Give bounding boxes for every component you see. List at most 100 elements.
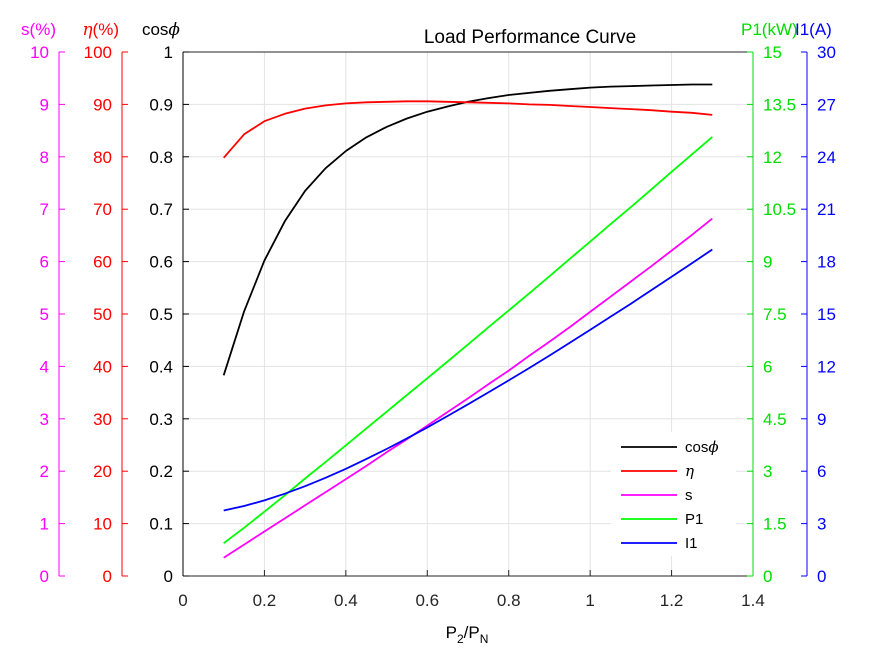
y-tick-label-p1: 6 <box>763 357 772 376</box>
chart-title: Load Performance Curve <box>424 27 636 48</box>
y-axis-title-rest-eta: (%) <box>93 20 119 39</box>
x-axis-title-base: P <box>446 623 457 642</box>
y-tick-label-eta: 50 <box>93 305 112 324</box>
y-tick-label-s: 1 <box>40 515 49 534</box>
x-tick-label: 0.2 <box>253 591 277 610</box>
y-tick-label-i1: 6 <box>817 462 826 481</box>
y-tick-label-eta: 80 <box>93 148 112 167</box>
y-tick-label-cos: 0.1 <box>149 515 173 534</box>
y-tick-label-s: 8 <box>40 148 49 167</box>
y-axis-p1: 0 1.5 3 4.5 6 7.5 9 10.5 12 13.5 15 P1(kW) <box>741 20 798 586</box>
series-line-eta <box>223 100 713 159</box>
y-tick-label-i1: 30 <box>817 43 836 62</box>
x-tick-label: 0.8 <box>497 591 521 610</box>
y-tick-label-i1: 24 <box>817 148 836 167</box>
legend-label-s: s <box>685 487 693 504</box>
y-tick-label-eta: 30 <box>93 410 112 429</box>
y-tick-label-i1: 18 <box>817 253 836 272</box>
y-tick-label-cos: 0.4 <box>149 357 173 376</box>
y-tick-label-i1: 21 <box>817 200 836 219</box>
x-tick-label: 0.4 <box>334 591 358 610</box>
y-axis-title-i1: I1(A) <box>795 20 832 39</box>
y-tick-label-p1: 7.5 <box>763 305 787 324</box>
y-tick-label-s: 0 <box>40 567 49 586</box>
y-tick-label-p1: 10.5 <box>763 200 796 219</box>
y-tick-label-eta: 100 <box>84 43 112 62</box>
legend-label-symbol-cos: ϕ <box>708 438 718 456</box>
y-tick-label-i1: 9 <box>817 410 826 429</box>
legend-label-prefix-cos: cos <box>685 439 708 456</box>
y-axis-cos: 0 0.1 0.2 0.3 0.4 0.5 0.6 0.7 0.8 0.9 1 cosϕ <box>142 20 189 586</box>
y-tick-label-i1: 3 <box>817 515 826 534</box>
y-tick-label-cos: 0.7 <box>149 200 173 219</box>
y-tick-label-p1: 13.5 <box>763 95 796 114</box>
y-tick-label-s: 5 <box>40 305 49 324</box>
y-axis-title-symbol-cos: ϕ <box>168 20 180 40</box>
y-axis-title-symbol-eta: η <box>82 20 93 40</box>
y-axis-eta: 0 10 20 30 40 50 60 70 80 90 100 η(%) <box>82 20 128 586</box>
y-tick-label-eta: 40 <box>93 357 112 376</box>
y-tick-label-i1: 15 <box>817 305 836 324</box>
y-tick-label-cos: 0.9 <box>149 95 173 114</box>
y-tick-label-p1: 1.5 <box>763 515 787 534</box>
y-tick-label-p1: 0 <box>763 567 772 586</box>
y-tick-label-s: 10 <box>30 43 49 62</box>
y-tick-label-s: 7 <box>40 200 49 219</box>
y-tick-label-s: 3 <box>40 410 49 429</box>
y-tick-label-cos: 0 <box>164 567 173 586</box>
y-tick-label-cos: 0.8 <box>149 148 173 167</box>
series-line-s <box>223 217 713 559</box>
y-tick-label-s: 2 <box>40 462 49 481</box>
legend-label-cos: cosϕ <box>685 438 719 456</box>
legend-box <box>611 432 736 556</box>
legend-label-eta: η <box>685 462 694 480</box>
x-axis-title-sub1: 2 <box>457 632 464 646</box>
y-tick-label-s: 4 <box>40 357 49 376</box>
y-tick-label-eta: 90 <box>93 95 112 114</box>
y-axis-title-prefix-cos: cos <box>142 20 168 39</box>
series-line-i1 <box>223 248 713 512</box>
x-tick-label: 1.4 <box>741 591 765 610</box>
y-axis-title-cos: cosϕ <box>142 20 180 40</box>
y-axis-title-eta: η(%) <box>82 20 119 40</box>
y-tick-label-eta: 20 <box>93 462 112 481</box>
x-axis-title-mid: /P <box>464 623 480 642</box>
y-axis-title-p1: P1(kW) <box>741 20 798 39</box>
y-tick-label-p1: 15 <box>763 43 782 62</box>
axes: 0 0.2 0.4 0.6 0.8 1 1.2 1.4012345678910s(%)0102… <box>21 20 836 610</box>
grid <box>182 51 754 577</box>
y-axis-title-s: s(%) <box>21 20 56 39</box>
x-axis-title-sub2: N <box>480 632 489 646</box>
y-tick-label-p1: 4.5 <box>763 410 787 429</box>
y-tick-label-eta: 60 <box>93 253 112 272</box>
series-lines <box>222 83 713 559</box>
y-tick-label-i1: 27 <box>817 95 836 114</box>
y-tick-label-eta: 10 <box>93 515 112 534</box>
y-tick-label-s: 6 <box>40 253 49 272</box>
y-tick-label-p1: 12 <box>763 148 782 167</box>
y-tick-label-cos: 0.3 <box>149 410 173 429</box>
x-tick-label: 1 <box>585 591 594 610</box>
y-tick-label-i1: 12 <box>817 357 836 376</box>
y-axis-i1: 0 3 6 9 12 15 18 21 24 27 30 I1(A) <box>795 20 836 586</box>
y-tick-label-i1: 0 <box>817 567 826 586</box>
y-tick-label-eta: 70 <box>93 200 112 219</box>
y-tick-label-eta: 0 <box>103 567 112 586</box>
y-tick-label-p1: 3 <box>763 462 772 481</box>
legend-label-p1: P1 <box>685 511 703 528</box>
y-axis-s: 0 1 2 3 4 5 6 7 8 9 10 s(%) <box>21 20 65 586</box>
x-tick-label: 0.6 <box>415 591 439 610</box>
y-tick-label-cos: 0.6 <box>149 253 173 272</box>
y-tick-label-s: 9 <box>40 95 49 114</box>
x-axis-title: P2/PN <box>446 623 489 646</box>
legend-label-symbol-eta: η <box>685 462 694 480</box>
x-tick-label: 0 <box>178 591 187 610</box>
series-line-p1 <box>223 136 713 544</box>
legend-label-i1: I1 <box>685 535 698 552</box>
y-tick-label-cos: 1 <box>164 43 173 62</box>
y-tick-label-cos: 0.5 <box>149 305 173 324</box>
y-tick-label-cos: 0.2 <box>149 462 173 481</box>
